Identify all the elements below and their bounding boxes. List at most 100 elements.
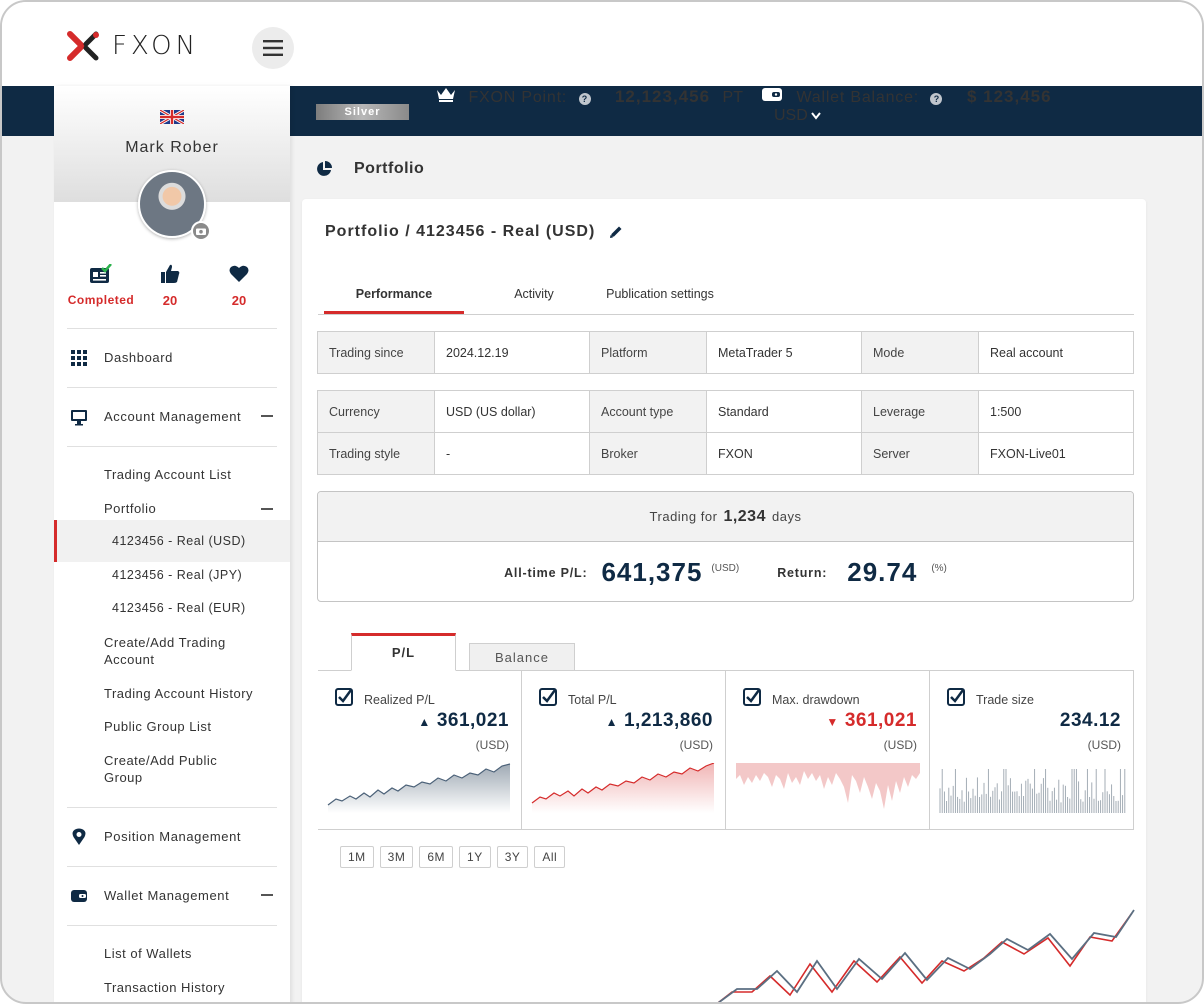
range-1m-button[interactable]: 1M xyxy=(340,846,374,868)
checkbox-checked-icon[interactable] xyxy=(947,688,965,706)
nav-account-jpy[interactable]: 4123456 - Real (JPY) xyxy=(112,568,243,582)
sidebar: Mark Rober Completed 20 20 xyxy=(54,86,290,1002)
logo-text: FXON xyxy=(112,31,200,61)
trading-days-row: Trading for 1,234 days xyxy=(318,492,1133,542)
table-row: Trading since 2024.12.19 Platform MetaTr… xyxy=(317,331,1134,374)
trade-size-sparkline xyxy=(939,769,1126,813)
pl-return-row: All-time P/L: 641,375 (USD) Return: 29.7… xyxy=(318,542,1133,601)
return-label: Return: xyxy=(777,565,828,580)
user-name: Mark Rober xyxy=(125,139,219,156)
active-indicator xyxy=(54,520,290,562)
verification-status[interactable]: Completed xyxy=(61,263,141,307)
fxon-point-unit: PT xyxy=(722,89,743,106)
top-header: FXON xyxy=(2,2,1202,86)
avatar[interactable] xyxy=(138,170,206,238)
pencil-icon[interactable] xyxy=(609,225,623,239)
nav-transaction-history[interactable]: Transaction History xyxy=(104,980,225,995)
collapse-icon[interactable] xyxy=(261,894,273,896)
nav-trading-account-list[interactable]: Trading Account List xyxy=(104,467,232,482)
hamburger-menu-button[interactable] xyxy=(252,27,294,69)
nav-create-add-trading-account[interactable]: Create/Add Trading Account xyxy=(104,635,226,667)
metric-unit: (USD) xyxy=(475,738,509,752)
tab-activity[interactable]: Activity xyxy=(514,287,554,301)
map-pin-icon xyxy=(72,828,86,845)
nav-portfolio[interactable]: Portfolio xyxy=(104,501,157,516)
metric-value-number: 361,021 xyxy=(844,710,917,731)
trading-style-value: - xyxy=(434,432,590,475)
help-icon[interactable]: ? xyxy=(930,93,943,105)
trading-days-value: 1,234 xyxy=(723,507,766,525)
likes-count[interactable]: 20 xyxy=(130,264,210,308)
tab-balance[interactable]: Balance xyxy=(469,643,575,671)
wallet-balance-label: Wallet Balance: xyxy=(796,89,920,106)
divider xyxy=(318,829,1134,830)
nav-account-management[interactable]: Account Management xyxy=(54,396,290,436)
fxon-logo[interactable]: FXON xyxy=(66,30,199,62)
realized-pl-sparkline xyxy=(327,763,511,813)
range-1y-button[interactable]: 1Y xyxy=(459,846,491,868)
nav-dashboard[interactable]: Dashboard xyxy=(54,337,290,377)
currency-label: USD xyxy=(774,107,808,124)
metric-name: Max. drawdown xyxy=(772,693,860,707)
broker-label: Broker xyxy=(589,432,707,475)
max-drawdown-sparkline xyxy=(736,763,920,809)
currency-selector[interactable]: USD xyxy=(774,107,1202,125)
grid-icon xyxy=(71,350,87,366)
nav-account-usd[interactable]: 4123456 - Real (USD) xyxy=(112,534,246,548)
account-type-value: Standard xyxy=(706,390,862,433)
nav-wallet-management[interactable]: Wallet Management xyxy=(54,875,290,915)
verification-label: Completed xyxy=(67,293,135,307)
crown-icon xyxy=(437,88,455,102)
tab-pl[interactable]: P/L xyxy=(351,633,456,671)
uk-flag-icon[interactable] xyxy=(160,110,184,124)
collapse-icon[interactable] xyxy=(261,415,273,417)
tab-publication-settings[interactable]: Publication settings xyxy=(606,287,714,301)
page-header: Portfolio xyxy=(316,160,424,178)
tier-badge: Silver xyxy=(316,104,409,120)
wallet-icon xyxy=(71,890,87,902)
checkbox-checked-icon[interactable] xyxy=(335,688,353,706)
nav-list-of-wallets[interactable]: List of Wallets xyxy=(104,946,192,961)
account-type-label: Account type xyxy=(589,390,707,433)
likes-value: 20 xyxy=(162,293,178,308)
help-icon[interactable]: ? xyxy=(578,93,591,105)
metric-value-number: 1,213,860 xyxy=(623,710,713,731)
metric-max-drawdown: Max. drawdown ▼ 361,021 (USD) xyxy=(726,671,930,829)
metric-value: ▲ 1,213,860 xyxy=(606,710,713,732)
favorites-count[interactable]: 20 xyxy=(199,264,279,308)
metric-value-number: 361,021 xyxy=(436,710,509,731)
account-info-table-1: Trading since 2024.12.19 Platform MetaTr… xyxy=(317,331,1134,374)
nav-dashboard-label: Dashboard xyxy=(104,349,173,365)
wallet-balance-value: $ 123,456 xyxy=(966,87,1052,106)
divider xyxy=(67,866,277,867)
checkbox-checked-icon[interactable] xyxy=(539,688,557,706)
nav-public-group-list[interactable]: Public Group List xyxy=(104,719,212,734)
card-title: Portfolio / 4123456 - Real (USD) xyxy=(325,223,623,241)
range-all-button[interactable]: All xyxy=(534,846,566,868)
metric-unit: (USD) xyxy=(1087,738,1121,752)
currency-label: Currency xyxy=(317,390,435,433)
nav-create-add-public-group[interactable]: Create/Add Public Group xyxy=(104,753,218,785)
nav-position-management[interactable]: Position Management xyxy=(54,816,290,856)
checkbox-checked-icon[interactable] xyxy=(743,688,761,706)
metric-unit: (USD) xyxy=(883,738,917,752)
account-info-table-2: Currency USD (US dollar) Account type St… xyxy=(317,390,1134,475)
nav-account-eur[interactable]: 4123456 - Real (EUR) xyxy=(112,601,246,615)
monitor-icon xyxy=(71,410,87,426)
all-time-pl-value: 641,375 xyxy=(601,557,703,587)
range-3y-button[interactable]: 3Y xyxy=(496,846,529,868)
server-label: Server xyxy=(861,432,979,475)
tab-performance[interactable]: Performance xyxy=(324,287,464,314)
range-6m-button[interactable]: 6M xyxy=(419,846,454,868)
chevron-down-icon xyxy=(811,112,821,120)
metric-value: ▼ 361,021 xyxy=(826,710,917,732)
down-arrow-icon: ▼ xyxy=(826,715,839,729)
collapse-icon[interactable] xyxy=(261,508,273,510)
camera-icon[interactable] xyxy=(191,221,211,241)
return-unit: (%) xyxy=(931,563,947,574)
divider xyxy=(67,807,277,808)
nav-trading-account-history[interactable]: Trading Account History xyxy=(104,686,254,701)
favorites-value: 20 xyxy=(231,293,247,308)
range-3m-button[interactable]: 3M xyxy=(379,846,414,868)
